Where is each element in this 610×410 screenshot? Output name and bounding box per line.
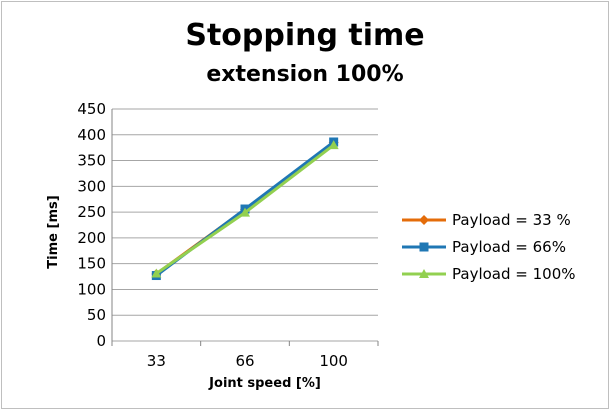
x-axis-label: Joint speed [%] xyxy=(208,376,321,391)
y-tick-label: 400 xyxy=(77,126,106,144)
data-point xyxy=(151,268,162,278)
y-tick-label: 0 xyxy=(96,332,106,350)
legend-item: Payload = 100% xyxy=(402,265,576,283)
y-tick-label: 50 xyxy=(87,306,106,324)
x-tick-label: 100 xyxy=(319,352,348,370)
legend-item: Payload = 33 % xyxy=(402,211,571,229)
legend-marker xyxy=(419,242,429,252)
legend-item: Payload = 66% xyxy=(402,238,566,256)
chart-subtitle: extension 100% xyxy=(206,62,404,87)
y-tick-label: 100 xyxy=(77,280,106,298)
legend-marker xyxy=(419,269,429,278)
y-tick-label: 150 xyxy=(77,255,106,273)
legend-label: Payload = 33 % xyxy=(452,211,571,229)
y-axis-ticks: 0 50 100 150 200 250 300 350 400 450 xyxy=(77,100,106,350)
y-axis-label: Time [ms] xyxy=(46,195,61,268)
y-tick-label: 200 xyxy=(77,229,106,247)
x-axis-ticks: 33 66 100 xyxy=(111,341,379,370)
y-tick-label: 250 xyxy=(77,203,106,221)
legend: Payload = 33 % Payload = 66% Payload = 100… xyxy=(402,211,576,283)
chart-title: Stopping time xyxy=(185,18,425,53)
legend-label: Payload = 66% xyxy=(452,238,566,256)
legend-marker xyxy=(419,215,429,225)
series-3 xyxy=(151,140,339,278)
gridlines xyxy=(111,108,378,342)
y-tick-label: 450 xyxy=(77,100,106,118)
y-tick-label: 300 xyxy=(77,177,106,195)
x-tick-label: 33 xyxy=(147,352,166,370)
data-point xyxy=(328,140,339,150)
data-point xyxy=(240,207,250,217)
series-group xyxy=(151,137,339,281)
legend-label: Payload = 100% xyxy=(452,265,576,283)
y-tick-label: 350 xyxy=(77,152,106,170)
x-tick-label: 66 xyxy=(235,352,254,370)
